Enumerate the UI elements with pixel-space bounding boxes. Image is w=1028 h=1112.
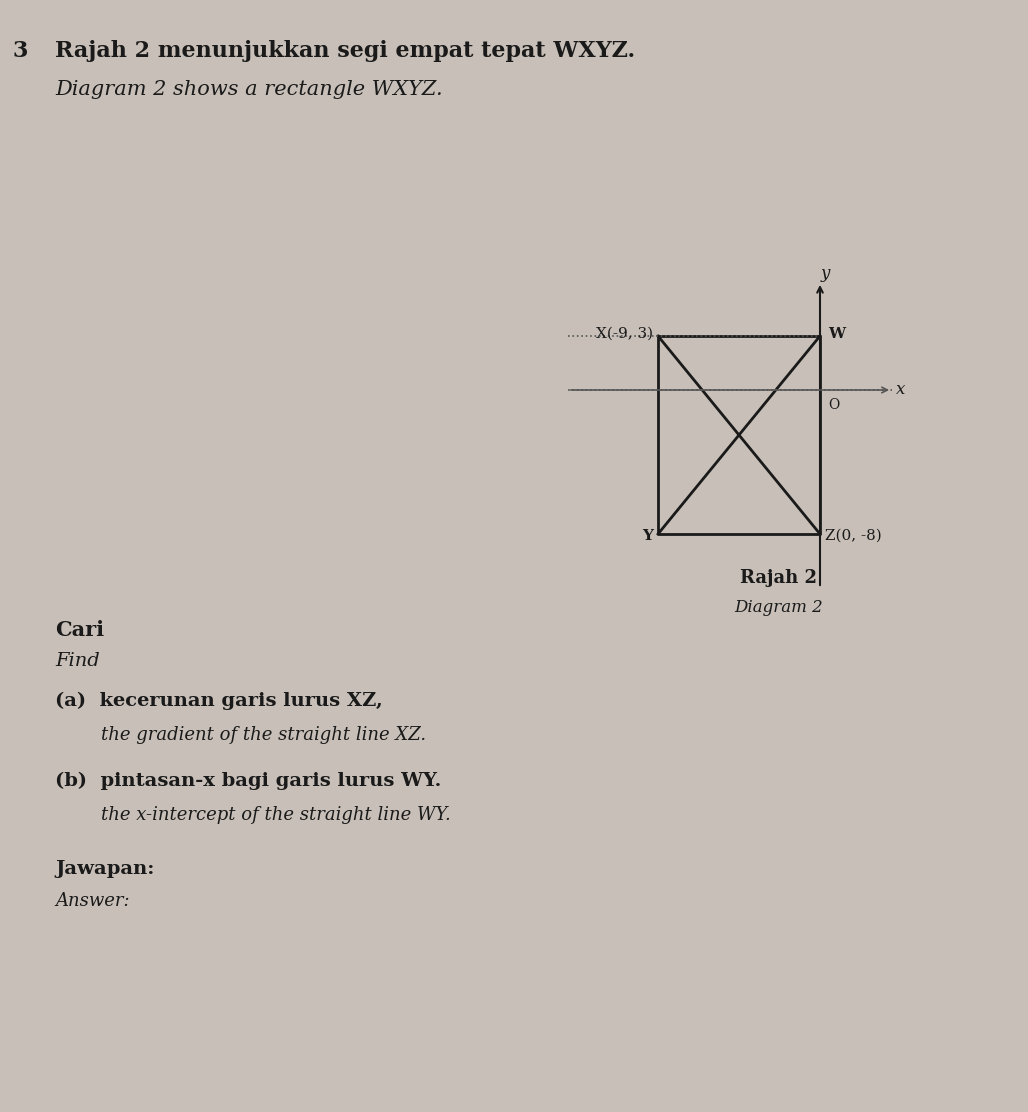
Text: Rajah 2 menunjukkan segi empat tepat WXYZ.: Rajah 2 menunjukkan segi empat tepat WXY… bbox=[56, 40, 635, 62]
Text: Diagram 2 shows a rectangle WXYZ.: Diagram 2 shows a rectangle WXYZ. bbox=[56, 80, 443, 99]
Text: Find: Find bbox=[56, 652, 100, 671]
Text: X(-9, 3): X(-9, 3) bbox=[596, 327, 653, 341]
Text: 3: 3 bbox=[12, 40, 28, 62]
Text: the x-intercept of the straight line WY.: the x-intercept of the straight line WY. bbox=[56, 806, 450, 824]
Text: Jawapan:: Jawapan: bbox=[56, 860, 154, 878]
Text: Rajah 2: Rajah 2 bbox=[740, 569, 817, 587]
Text: W: W bbox=[828, 327, 845, 341]
Text: y: y bbox=[820, 265, 830, 281]
Text: Z(0, -8): Z(0, -8) bbox=[825, 529, 882, 543]
Text: Diagram 2: Diagram 2 bbox=[735, 599, 823, 616]
Text: O: O bbox=[828, 398, 839, 413]
Text: (b)  pintasan-x bagi garis lurus WY.: (b) pintasan-x bagi garis lurus WY. bbox=[56, 772, 441, 791]
Text: (a)  kecerunan garis lurus XZ,: (a) kecerunan garis lurus XZ, bbox=[56, 692, 382, 711]
Text: Answer:: Answer: bbox=[56, 892, 130, 910]
Text: x: x bbox=[896, 381, 906, 398]
Text: Cari: Cari bbox=[56, 620, 104, 641]
Text: the gradient of the straight line XZ.: the gradient of the straight line XZ. bbox=[56, 726, 427, 744]
Text: Y: Y bbox=[642, 529, 653, 543]
